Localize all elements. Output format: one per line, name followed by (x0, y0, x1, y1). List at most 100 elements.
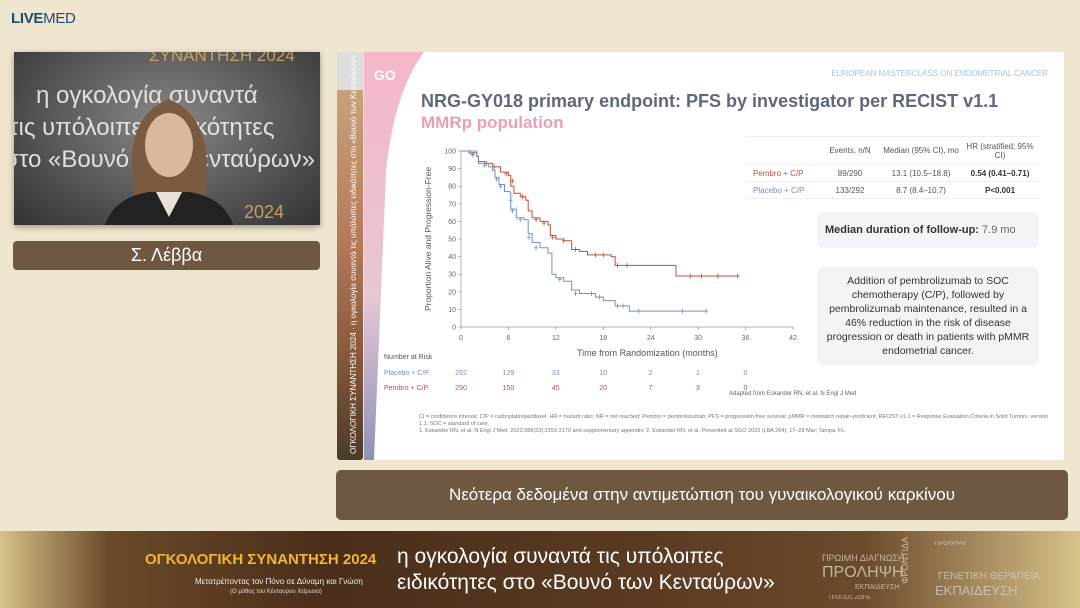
session-caption: Νεότερα δεδομένα στην αντιμετώπιση του γ… (336, 470, 1068, 520)
censor-mark (510, 178, 515, 184)
censor-mark (526, 234, 531, 240)
video-bg-text: 2024 (244, 202, 285, 222)
y-tick-label: 100 (444, 149, 456, 156)
slide-ribbon-logo: GO (364, 52, 424, 460)
censor-mark (573, 247, 578, 253)
risk-value: 20 (599, 385, 608, 392)
y-tick-label: 70 (448, 201, 456, 208)
banner-keyword: ΦΡΟΝΤΙΔΑ (900, 537, 910, 584)
censor-mark (494, 176, 499, 182)
censor-mark (636, 308, 641, 314)
censor-mark (573, 291, 578, 297)
risk-value: 1 (696, 370, 700, 377)
censor-mark (704, 308, 709, 314)
x-tick-label: 30 (694, 335, 702, 342)
banner-keyword: ΓΕΝΕΤΙΚΗ ΘΕΡΑΠΕΙΑ (938, 571, 1041, 582)
censor-mark (498, 183, 503, 189)
risk-arm-label: Placebo + C/P (384, 370, 429, 377)
banner-headline-2: ειδικότητες στο «Βουνό των Κενταύρων» (397, 571, 775, 594)
y-tick-label: 90 (448, 166, 456, 173)
risk-value: 7 (648, 385, 653, 392)
y-tick-label: 40 (448, 254, 456, 261)
presentation-slide: GO EUROPEAN MASTERCLASS ON ENDOMETRIAL C… (364, 52, 1064, 460)
slide-subtitle: MMRp population (421, 113, 564, 132)
footnotes: CI = confidence interval; C/P = carbopla… (419, 414, 1049, 434)
slide-title: NRG-GY018 primary endpoint: PFS by inves… (421, 91, 999, 111)
censor-mark (550, 234, 555, 240)
table-header: Events, n/N Median (95% CI), mo HR (stra… (747, 137, 1039, 165)
censor-mark (699, 273, 704, 279)
censor-mark (589, 291, 594, 297)
banner-keyword: ΠΡΟΛΗΨΗ (935, 541, 966, 547)
x-axis-label: Time from Randomization (months) (577, 348, 718, 358)
risk-value: 150 (502, 385, 515, 392)
header-hr: HR (stratified; 95% CI) (966, 141, 1034, 160)
censor-mark (593, 252, 598, 258)
risk-value: 45 (551, 385, 560, 392)
censor-mark (597, 294, 602, 300)
censor-mark (615, 303, 620, 309)
censor-mark (615, 262, 620, 268)
banner-keyword: ΠΡΟΛΗΨΗ (822, 564, 904, 581)
censor-mark (520, 194, 525, 200)
censor-mark (468, 150, 473, 156)
censor-mark (561, 238, 566, 244)
censor-mark (510, 208, 515, 214)
y-tick-label: 10 (448, 307, 456, 314)
arm-label: Pembro + C/P (753, 168, 804, 178)
censor-mark (715, 273, 720, 279)
km-curve-pembro (461, 150, 738, 277)
svg-text:GO: GO (374, 67, 396, 83)
y-tick-label: 80 (448, 184, 456, 191)
event-side-strip: ΟΓΚΟΛΟΓΙΚΗ ΣΥΝΑΝΤΗΣΗ 2024 · η ογκολογία … (337, 52, 363, 460)
x-tick-label: 24 (647, 335, 655, 342)
summary-box: Addition of pembrolizumab to SOC chemoth… (817, 267, 1039, 365)
side-strip-text: ΟΓΚΟΛΟΓΙΚΗ ΣΥΝΑΝΤΗΣΗ 2024 · η ογκολογία … (349, 54, 358, 454)
censor-mark (534, 245, 539, 251)
x-tick-label: 18 (599, 335, 607, 342)
arm-label: Placebo + C/P (753, 185, 805, 195)
risk-value: 290 (455, 385, 467, 392)
results-table: Events, n/N Median (95% CI), mo HR (stra… (747, 136, 1039, 199)
risk-arm-label: Pembro + C/P (384, 385, 429, 392)
risk-value: 0 (743, 370, 748, 377)
y-axis-label: Proportion Alive and Progression-Free (423, 167, 433, 311)
censor-mark (508, 197, 513, 203)
header-median: Median (95% CI), mo (883, 146, 959, 155)
speaker-name: Σ. Λέββα (13, 241, 320, 270)
banner-keyword: ΕΚΠΑΙΔΕΥΣΗ (935, 583, 1018, 598)
speaker-video: ΣΥΝΑΝΤΗΣΗ 2024 η ογκολογία συναντά τις υ… (14, 52, 320, 225)
x-tick-label: 36 (742, 335, 750, 342)
x-tick-label: 42 (789, 335, 797, 342)
censor-mark (735, 273, 740, 279)
censor-mark (625, 262, 629, 268)
risk-value: 0 (743, 385, 748, 392)
risk-value: 10 (599, 370, 608, 377)
censor-mark (601, 252, 606, 258)
followup-box: Median duration of follow-up: 7.9 mo (817, 212, 1039, 248)
event-banner: ΟΓΚΟΛΟΓΙΚΗ ΣΥΝΑΝΤΗΣΗ 2024 Μετατρέποντας … (0, 531, 1080, 608)
table-row: Placebo + C/P 133/292 8.7 (8.4–10.7) P<0… (747, 182, 1039, 199)
y-tick-label: 60 (448, 219, 456, 226)
y-tick-label: 20 (448, 289, 456, 296)
source-note: Adapted from Eskander RN, et al. N Engl … (729, 391, 857, 397)
y-tick-label: 50 (448, 237, 456, 244)
risk-value: 129 (502, 370, 515, 377)
y-tick-label: 30 (448, 272, 456, 279)
censor-mark (534, 217, 539, 223)
x-tick-label: 12 (552, 335, 560, 342)
censor-mark (688, 273, 693, 279)
banner-tagline-sub: (Ο μύθος του Κένταυρου Χείρωνα) (230, 589, 322, 595)
km-curve-placebo (461, 150, 707, 312)
table-row: Pembro + C/P 89/290 13.1 (10.5–18.8) 0.5… (747, 165, 1039, 182)
censor-mark (542, 220, 546, 226)
risk-value: 292 (455, 370, 467, 377)
video-bg-text: ΣΥΝΑΝΤΗΣΗ 2024 (149, 52, 295, 65)
banner-headline-1: η ογκολογία συναντά τις υπόλοιπες (397, 545, 724, 568)
header-events: Events, n/N (829, 146, 871, 155)
banner-keyword: ΕΚΠΑΙΔΕΥΣΗ (855, 584, 900, 591)
censor-mark (470, 152, 475, 158)
risk-table-label: Number at Risk (384, 354, 433, 361)
censor-mark (557, 276, 562, 282)
slide-header-right: EUROPEAN MASTERCLASS ON ENDOMETRIAL CANC… (831, 69, 1048, 78)
